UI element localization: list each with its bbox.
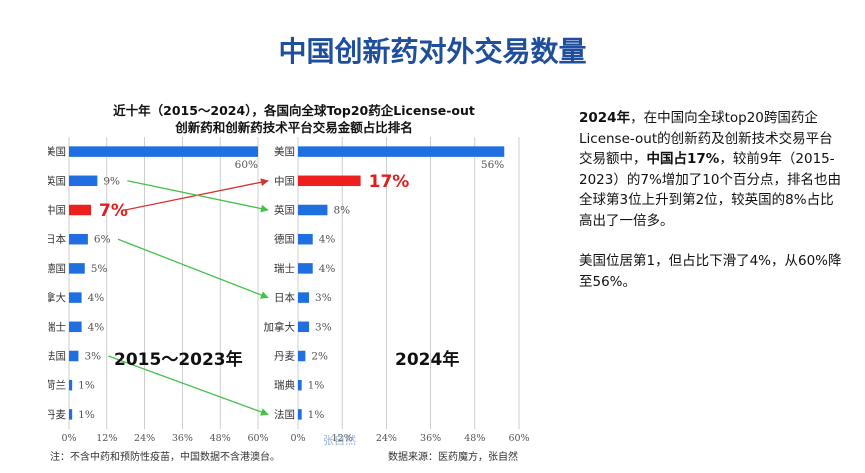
- data-label: 4%: [88, 321, 105, 333]
- rank-change-arrow: [108, 355, 269, 416]
- watermark: 张自然: [323, 434, 356, 447]
- category-label: 英国: [274, 204, 295, 217]
- bar: [69, 146, 258, 157]
- period-label-2024: 2024年: [395, 350, 460, 370]
- category-label: 德国: [274, 233, 295, 246]
- x-tick-label: 12%: [96, 433, 117, 444]
- bar: [298, 146, 505, 157]
- bar: [298, 263, 313, 274]
- category-label: 德国: [48, 262, 66, 275]
- category-label: 丹麦: [274, 351, 295, 363]
- category-label: 荷兰: [48, 379, 66, 392]
- x-tick-label: 60%: [508, 433, 529, 444]
- x-tick-label: 36%: [420, 433, 441, 444]
- data-label: 2%: [311, 351, 328, 363]
- period-label-2015-2023: 2015～2023年: [114, 350, 243, 370]
- data-label: 6%: [94, 234, 111, 246]
- chart-title-line-1: 近十年（2015～2024），各国向全球Top20药企License-out: [113, 103, 475, 118]
- category-label: 加拿大: [48, 291, 66, 304]
- data-label: 3%: [315, 292, 332, 304]
- x-tick-label: 12%: [332, 433, 353, 444]
- chart-note: 注：不含中药和预防性疫苗，中国数据不含港澳台。: [50, 452, 280, 463]
- bar: [69, 379, 73, 391]
- category-label: 瑞典: [274, 379, 295, 392]
- bar: [69, 263, 85, 274]
- category-label: 美国: [48, 145, 66, 158]
- data-label: 1%: [78, 409, 95, 421]
- bar: [298, 233, 313, 245]
- category-label: 英国: [48, 174, 66, 187]
- bar: [69, 321, 82, 333]
- category-label: 法国: [48, 350, 66, 363]
- summary-paragraph-2: 美国位居第1，但占比下滑了4%，从60%降至56%。: [579, 253, 842, 290]
- x-tick-label: 0%: [61, 433, 76, 444]
- data-label: 3%: [315, 321, 332, 333]
- bar: [298, 292, 310, 303]
- summary-bold-year: 2024年: [579, 110, 631, 126]
- data-label: 5%: [91, 263, 108, 275]
- chart-panel: 0% 12% 24% 36% 48% 60% 美国 60% 英国 9% 中国 7% 日本 6% 德国 5% 加拿…: [48, 95, 540, 470]
- bar: [298, 350, 306, 362]
- summary-text-b: ，较前9年（2015-2023）的7%增加了10个百分点，排名也由全球第3位上升…: [579, 151, 841, 229]
- data-label: 8%: [333, 205, 350, 217]
- data-label: 1%: [78, 380, 95, 392]
- rank-change-arrow: [117, 238, 269, 299]
- category-label: 美国: [274, 145, 295, 158]
- data-label: 4%: [319, 263, 336, 275]
- category-label: 加拿大: [264, 320, 296, 333]
- x-tick-label: 24%: [376, 433, 397, 444]
- data-label: 4%: [88, 292, 105, 304]
- data-label: 60%: [235, 159, 258, 171]
- summary-text: 2024年，在中国向全球top20跨国药企License-out的创新药及创新技…: [579, 108, 844, 312]
- chart-title-line-2: 创新药和创新药技术平台交易金额占比排名: [175, 120, 413, 135]
- data-label: 7%: [99, 201, 128, 221]
- data-label: 3%: [84, 351, 101, 363]
- summary-bold-china-share: 中国占17%: [646, 151, 720, 167]
- category-label: 瑞士: [274, 262, 295, 275]
- bar: [69, 409, 73, 420]
- bar: [298, 175, 361, 187]
- x-tick-label: 24%: [134, 433, 155, 444]
- data-label: 56%: [481, 159, 504, 171]
- x-tick-label: 0%: [290, 433, 305, 444]
- data-label: 1%: [308, 380, 325, 392]
- x-tick-label: 48%: [464, 433, 485, 444]
- chart-source: 数据来源：医药魔方，张自然: [388, 452, 518, 463]
- bar: [298, 321, 310, 333]
- bar: [298, 379, 302, 391]
- category-label: 瑞士: [48, 320, 66, 333]
- summary-paragraph-1: 2024年，在中国向全球top20跨国药企License-out的创新药及创新技…: [579, 108, 844, 231]
- bar-chart: 0% 12% 24% 36% 48% 60% 美国 60% 英国 9% 中国 7% 日本 6% 德国 5% 加拿…: [48, 137, 530, 444]
- category-label: 中国: [48, 204, 66, 217]
- x-tick-label: 48%: [210, 433, 231, 444]
- summary-text-a: ，在中国向全球top20跨国药企License-out的创新药及创新技术交易平台…: [579, 110, 833, 167]
- bar: [69, 204, 92, 216]
- x-tick-label: 36%: [172, 433, 193, 444]
- bar: [69, 175, 98, 187]
- category-label: 丹麦: [48, 409, 66, 421]
- slide-title: 中国创新药对外交易数量: [278, 35, 587, 68]
- data-label: 1%: [308, 409, 325, 421]
- bar: [69, 233, 88, 245]
- category-label: 中国: [274, 174, 295, 187]
- bar: [298, 409, 302, 420]
- data-label: 9%: [103, 175, 120, 187]
- bar: [69, 350, 79, 362]
- category-label: 日本: [274, 291, 295, 304]
- rank-change-arrow: [127, 180, 269, 213]
- data-label: 17%: [369, 172, 410, 192]
- x-tick-label: 60%: [247, 433, 268, 444]
- bar: [298, 204, 328, 216]
- category-label: 日本: [48, 233, 66, 246]
- category-label: 法国: [274, 408, 295, 421]
- data-label: 4%: [319, 234, 336, 246]
- bar: [69, 292, 82, 303]
